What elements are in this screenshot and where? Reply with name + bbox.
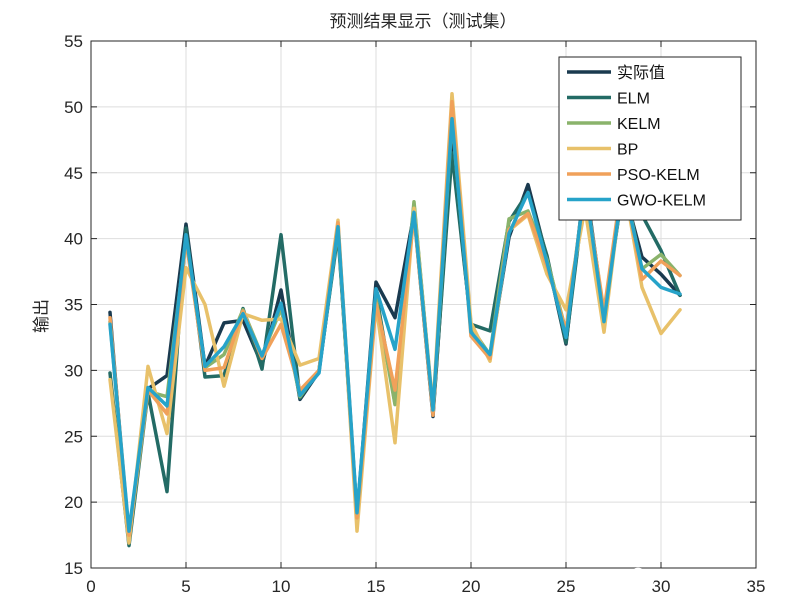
legend-label: GWO-KELM (617, 193, 706, 210)
legend-label: KELM (617, 116, 661, 133)
chart-title: 预测结果显示（测试集） (330, 12, 517, 32)
legend-label: ELM (617, 91, 650, 108)
y-tick-label: 50 (64, 98, 83, 117)
y-tick-label: 40 (64, 230, 83, 249)
legend-label: 实际值 (617, 64, 665, 82)
y-tick-label: 35 (64, 296, 83, 315)
x-tick-label: 0 (86, 577, 95, 596)
x-tick-label: 25 (557, 577, 576, 596)
y-tick-label: 20 (64, 493, 83, 512)
watermark: 天天Matlab (629, 567, 731, 586)
y-tick-label: 30 (64, 361, 83, 380)
x-tick-label: 20 (462, 577, 481, 596)
y-tick-label: 15 (64, 559, 83, 578)
watermark-text: 天天Matlab (661, 567, 731, 583)
legend-label: BP (617, 142, 638, 159)
y-tick-label: 45 (64, 164, 83, 183)
x-tick-label: 30 (652, 577, 671, 596)
legend: 实际值 ELM KELM BP PSO-KELM GWO-KELM (558, 56, 742, 221)
x-tick-label: 15 (367, 577, 386, 596)
x-tick-label: 35 (747, 577, 766, 596)
x-tick-label: 10 (272, 577, 291, 596)
legend-box (558, 56, 742, 221)
legend-label: PSO-KELM (617, 167, 700, 184)
wechat-icon (629, 567, 655, 586)
ticks: 0 5 10 15 20 25 30 35 15 20 25 30 35 40 45 50 55 (64, 32, 765, 596)
y-tick-label: 55 (64, 32, 83, 51)
y-axis-label: 输出 (32, 299, 52, 333)
x-tick-label: 5 (181, 577, 190, 596)
y-tick-label: 25 (64, 427, 83, 446)
